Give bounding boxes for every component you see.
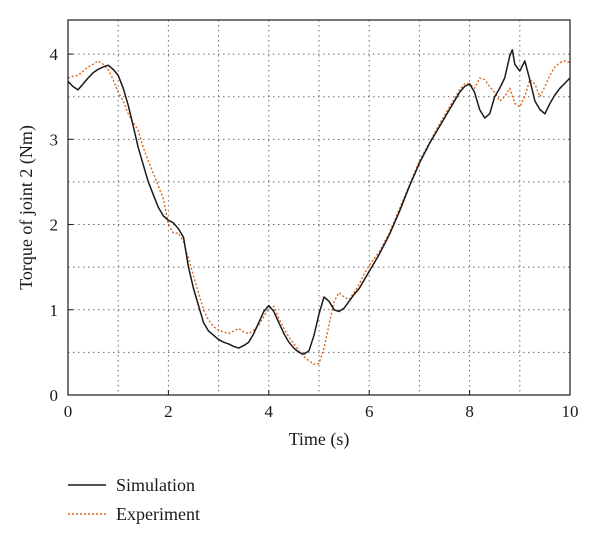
x-tick-label: 8 (465, 402, 474, 421)
x-tick-label: 4 (265, 402, 274, 421)
legend-label-experiment: Experiment (116, 504, 200, 524)
x-tick-label: 10 (562, 402, 579, 421)
grid-lines (68, 20, 570, 395)
series-line-simulation (67, 49, 571, 355)
y-tick-label: 2 (50, 216, 59, 235)
x-axis-label: Time (s) (289, 429, 350, 450)
x-tick-label: 0 (64, 402, 73, 421)
series-layer (67, 49, 571, 365)
x-tick-label: 6 (365, 402, 374, 421)
x-axis-ticks: 0 2 4 6 8 10 (64, 390, 579, 421)
plot-frame (67, 19, 571, 396)
y-axis-label: Torque of joint 2 (Nm) (16, 125, 37, 290)
x-tick-label: 2 (164, 402, 173, 421)
legend: Simulation Experiment (68, 475, 200, 524)
y-tick-label: 3 (50, 130, 59, 149)
series-line-experiment (67, 60, 571, 365)
y-tick-label: 1 (50, 301, 59, 320)
legend-label-simulation: Simulation (116, 475, 195, 495)
y-tick-label: 0 (50, 386, 59, 405)
y-axis-ticks: 0 1 2 3 4 (50, 45, 73, 405)
y-tick-label: 4 (50, 45, 59, 64)
